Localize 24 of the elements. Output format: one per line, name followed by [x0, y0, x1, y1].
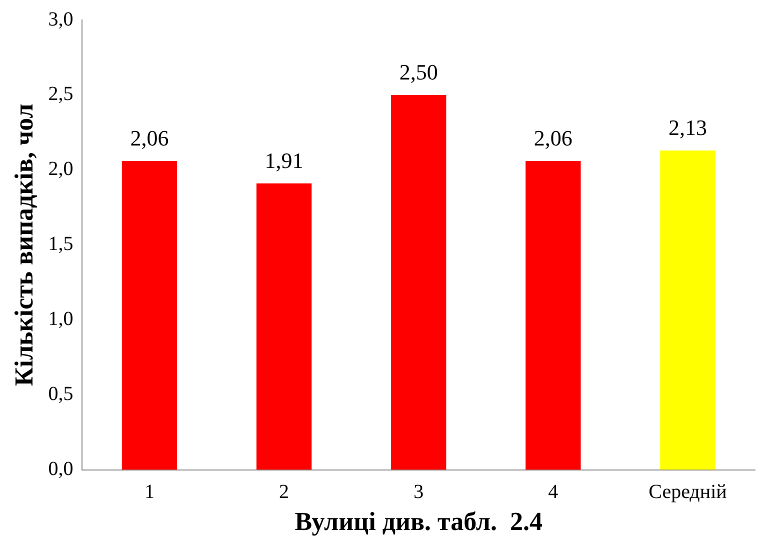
x-tick-label: 4	[548, 481, 558, 504]
bar	[391, 94, 446, 470]
y-tick-label: 0,5	[48, 383, 74, 406]
bar	[122, 160, 178, 470]
data-label: 2,13	[668, 115, 707, 140]
y-axis-title: Кількість випадків, чол	[9, 104, 38, 386]
data-label: 2,06	[130, 126, 169, 151]
y-tick-label: 1,5	[48, 233, 74, 256]
y-tick-label: 0,0	[48, 458, 74, 480]
x-tick-label: 1	[144, 481, 154, 504]
bar	[256, 183, 312, 470]
y-tick-label: 1,0	[48, 308, 74, 330]
x-tick-label: Середній	[648, 481, 728, 504]
y-tick-label: 2,5	[48, 83, 74, 106]
y-tick-label: 2,0	[48, 158, 74, 180]
x-axis-title: Вулиці див. табл. 2.4	[294, 507, 543, 536]
data-label: 1,91	[264, 148, 304, 174]
x-tick-label: 3	[414, 481, 424, 504]
y-tick-label: 3,0	[48, 8, 74, 30]
x-tick-label: 2	[279, 481, 290, 504]
data-label: 2,06	[534, 126, 572, 151]
bar	[660, 150, 716, 470]
data-label: 2,50	[399, 60, 438, 85]
bar	[526, 160, 581, 470]
